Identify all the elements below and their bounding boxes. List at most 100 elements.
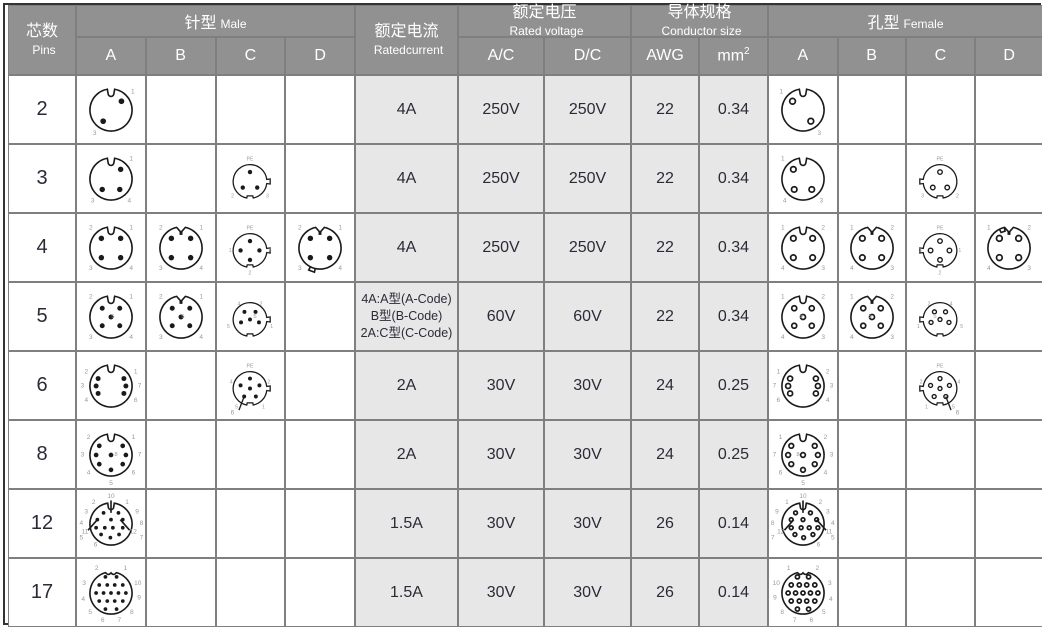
svg-text:3: 3 (830, 451, 834, 458)
svg-text:3: 3 (817, 130, 821, 137)
svg-text:1: 1 (781, 224, 785, 231)
svg-text:2: 2 (92, 499, 96, 506)
svg-text:2: 2 (87, 434, 91, 441)
svg-text:PE: PE (247, 225, 254, 231)
svg-text:3: 3 (821, 264, 825, 271)
svg-text:8: 8 (780, 609, 784, 616)
svg-text:7: 7 (139, 534, 143, 541)
svg-text:2: 2 (95, 565, 99, 572)
svg-text:4: 4 (230, 379, 233, 385)
svg-text:4: 4 (831, 520, 835, 527)
svg-text:6: 6 (817, 541, 821, 548)
svg-text:3: 3 (81, 382, 85, 389)
svg-text:4: 4 (84, 396, 88, 403)
svg-text:2: 2 (920, 379, 923, 385)
svg-text:1: 1 (134, 368, 138, 375)
svg-text:6: 6 (956, 409, 960, 416)
svg-text:4: 4 (127, 197, 131, 204)
svg-text:1: 1 (131, 88, 135, 95)
svg-text:1: 1 (125, 499, 129, 506)
svg-text:6: 6 (779, 469, 783, 476)
svg-text:4: 4 (79, 520, 83, 527)
svg-text:4: 4 (781, 264, 785, 271)
svg-text:1: 1 (123, 565, 127, 572)
svg-text:2: 2 (956, 193, 959, 199)
svg-text:1: 1 (199, 293, 203, 300)
svg-text:2: 2 (821, 293, 825, 300)
svg-text:11: 11 (81, 528, 88, 535)
svg-text:4: 4 (129, 264, 133, 271)
svg-text:2: 2 (249, 270, 252, 276)
svg-text:6: 6 (134, 396, 138, 403)
svg-text:2: 2 (1027, 224, 1031, 231)
svg-text:3: 3 (890, 333, 894, 340)
svg-text:2: 2 (818, 499, 822, 506)
svg-text:2: 2 (890, 293, 894, 300)
svg-text:1: 1 (229, 247, 232, 253)
svg-text:4: 4 (238, 301, 241, 307)
svg-text:2: 2 (298, 224, 302, 231)
svg-text:9: 9 (773, 594, 777, 601)
svg-text:1: 1 (132, 434, 136, 441)
svg-text:4: 4 (829, 596, 833, 603)
svg-text:4: 4 (199, 333, 203, 340)
svg-text:4: 4 (781, 333, 785, 340)
svg-text:2: 2 (89, 293, 93, 300)
svg-text:3: 3 (84, 508, 88, 515)
svg-text:4: 4 (987, 264, 991, 271)
svg-text:5: 5 (952, 404, 955, 410)
svg-text:7: 7 (793, 616, 797, 623)
svg-text:3: 3 (81, 451, 85, 458)
svg-text:3: 3 (89, 333, 93, 340)
svg-text:2: 2 (159, 293, 163, 300)
svg-text:12: 12 (777, 528, 785, 535)
svg-text:5: 5 (111, 313, 115, 319)
svg-text:6: 6 (809, 616, 813, 623)
svg-text:3: 3 (91, 197, 95, 204)
svg-text:1: 1 (129, 155, 133, 162)
svg-text:3: 3 (1027, 264, 1031, 271)
svg-text:1: 1 (129, 224, 133, 231)
svg-text:3: 3 (830, 382, 834, 389)
svg-text:5: 5 (181, 313, 185, 319)
svg-text:10: 10 (772, 579, 780, 586)
svg-text:5: 5 (831, 534, 835, 541)
svg-text:6: 6 (231, 409, 235, 416)
svg-text:1: 1 (850, 293, 854, 300)
svg-text:1: 1 (850, 224, 854, 231)
svg-text:1: 1 (917, 323, 920, 329)
svg-text:9: 9 (775, 508, 779, 515)
svg-text:5: 5 (822, 609, 826, 616)
svg-text:2: 2 (89, 224, 93, 231)
svg-text:4: 4 (850, 264, 854, 271)
svg-text:1: 1 (781, 293, 785, 300)
svg-text:8: 8 (771, 520, 775, 527)
svg-text:1: 1 (779, 434, 783, 441)
svg-text:4: 4 (199, 264, 203, 271)
svg-text:5: 5 (801, 480, 805, 487)
svg-text:11: 11 (826, 528, 833, 535)
svg-text:3: 3 (298, 264, 302, 271)
svg-text:1: 1 (262, 404, 265, 410)
svg-text:7: 7 (773, 451, 777, 458)
svg-text:3: 3 (828, 579, 832, 586)
svg-text:1: 1 (787, 565, 791, 572)
svg-text:4: 4 (826, 396, 830, 403)
svg-text:5: 5 (79, 534, 83, 541)
svg-text:PE: PE (937, 156, 944, 162)
svg-text:2: 2 (821, 224, 825, 231)
svg-text:4: 4 (958, 379, 961, 385)
svg-text:5: 5 (254, 313, 258, 319)
svg-text:4: 4 (783, 197, 787, 204)
svg-text:7: 7 (771, 534, 775, 541)
svg-text:6: 6 (101, 616, 105, 623)
svg-text:3: 3 (159, 333, 163, 340)
svg-text:5: 5 (227, 323, 230, 329)
svg-text:3: 3 (919, 247, 922, 253)
svg-text:5: 5 (961, 323, 964, 329)
svg-text:4: 4 (824, 469, 828, 476)
svg-text:10: 10 (134, 579, 142, 586)
svg-text:1: 1 (199, 224, 203, 231)
svg-text:6: 6 (94, 541, 98, 548)
svg-text:2: 2 (159, 224, 163, 231)
